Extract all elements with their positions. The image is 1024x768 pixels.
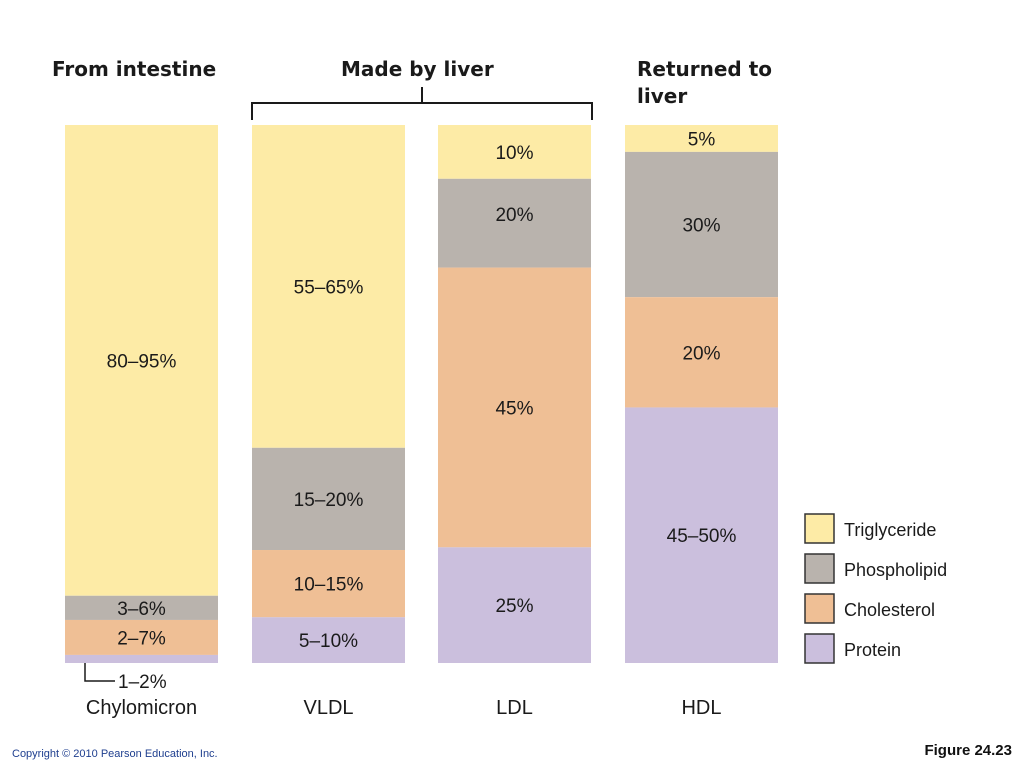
legend-swatch-triglyceride — [804, 513, 835, 544]
category-label-vldl: VLDL — [303, 697, 353, 719]
bar-chylomicron-protein — [65, 654, 218, 663]
bar-vldl-protein — [252, 617, 405, 663]
header-from-intestine: From intestine — [52, 57, 217, 81]
bar-ldl-cholesterol — [438, 267, 591, 548]
legend-label-cholesterol: Cholesterol — [844, 600, 935, 620]
label-vldl-triglyceride: 55–65% — [294, 277, 364, 298]
label-hdl-phospholipid: 30% — [682, 216, 720, 237]
label-ldl-cholesterol: 45% — [495, 398, 533, 419]
legend: Triglyceride Phospholipid Cholesterol Prote… — [804, 513, 947, 664]
figure-number: Figure 24.23 — [924, 742, 1012, 759]
bar-vldl-cholesterol — [252, 550, 405, 618]
category-label-chylomicron: Chylomicron — [86, 697, 197, 719]
label-vldl-cholesterol: 10–15% — [294, 575, 364, 596]
segment-labels-layer: 80–95% 3–6% 2–7% 1–2% 55–65% 15–20% 10–15% 5–10… — [84, 129, 737, 693]
label-hdl-protein: 45–50% — [667, 526, 737, 547]
made-by-liver-bracket — [251, 87, 593, 120]
header-returned-to-liver: Returned to liver — [637, 56, 772, 110]
legend-label-protein: Protein — [844, 640, 901, 660]
label-chylomicron-cholesterol: 2–7% — [117, 628, 166, 649]
legend-swatch-protein — [804, 633, 835, 664]
legend-swatch-phospholipid — [804, 553, 835, 584]
legend-swatch-cholesterol — [804, 593, 835, 624]
label-ldl-protein: 25% — [495, 596, 533, 617]
category-label-hdl: HDL — [681, 697, 721, 719]
bar-ldl-phospholipid — [438, 178, 591, 268]
label-hdl-triglyceride: 5% — [688, 129, 716, 150]
leader-chylomicron-protein — [84, 663, 115, 682]
label-ldl-phospholipid: 20% — [495, 205, 533, 226]
bar-chylomicron-triglyceride — [65, 125, 218, 596]
legend-label-triglyceride: Triglyceride — [844, 520, 936, 540]
copyright-notice: Copyright © 2010 Pearson Education, Inc. — [12, 748, 218, 760]
bar-hdl-protein — [625, 407, 778, 663]
label-vldl-phospholipid: 15–20% — [294, 490, 364, 511]
legend-label-phospholipid: Phospholipid — [844, 560, 947, 580]
header-made-by-liver: Made by liver — [341, 57, 494, 81]
bar-hdl-cholesterol — [625, 297, 778, 408]
header-returned-line1: Returned to — [637, 57, 773, 81]
bar-chylomicron-phospholipid — [65, 595, 218, 620]
bar-hdl-phospholipid — [625, 151, 778, 298]
bar-ldl-protein — [438, 547, 591, 663]
bar-hdl-triglyceride — [625, 125, 778, 152]
bar-chylomicron-cholesterol — [65, 619, 218, 655]
label-ldl-triglyceride: 10% — [495, 143, 533, 164]
label-vldl-protein: 5–10% — [299, 631, 358, 652]
category-labels-layer: Chylomicron VLDL LDL HDL — [86, 697, 722, 719]
bar-vldl-triglyceride — [252, 125, 405, 448]
bar-ldl-triglyceride — [438, 125, 591, 179]
label-chylomicron-triglyceride: 80–95% — [107, 351, 177, 372]
category-label-ldl: LDL — [496, 697, 533, 719]
header-returned-line2: liver — [637, 84, 688, 108]
bars-layer — [65, 125, 778, 663]
label-chylomicron-phospholipid: 3–6% — [117, 599, 166, 620]
label-chylomicron-protein: 1–2% — [118, 672, 167, 693]
bar-vldl-phospholipid — [252, 447, 405, 551]
label-hdl-cholesterol: 20% — [682, 343, 720, 364]
